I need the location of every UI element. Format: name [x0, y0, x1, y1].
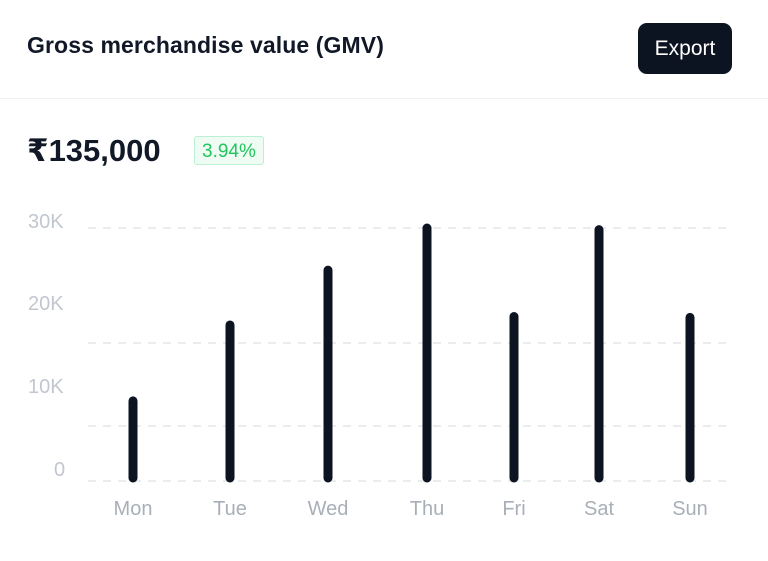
x-tick-label: Tue	[213, 498, 247, 520]
x-tick-label: Sun	[672, 498, 708, 520]
y-tick-label: 20K	[28, 293, 64, 315]
x-tick-label: Wed	[308, 498, 349, 520]
y-tick-label: 10K	[28, 376, 64, 398]
x-tick-label: Fri	[502, 498, 525, 520]
x-tick-label: Sat	[584, 498, 614, 520]
y-tick-label: 0	[54, 459, 65, 481]
x-tick-label: Thu	[410, 498, 444, 520]
y-tick-label: 30K	[28, 211, 64, 233]
total-value: ₹135,000	[27, 133, 161, 168]
x-tick-label: Mon	[114, 498, 153, 520]
card-title: Gross merchandise value (GMV)	[27, 32, 384, 58]
change-badge: 3.94%	[194, 136, 264, 165]
export-button[interactable]: Export	[638, 23, 732, 74]
card-header: Gross merchandise value (GMV) Export	[0, 0, 768, 99]
